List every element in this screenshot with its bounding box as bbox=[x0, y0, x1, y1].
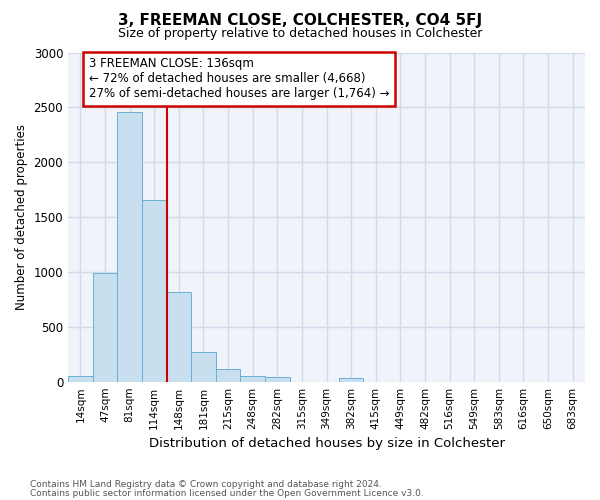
Bar bbox=[191, 352, 216, 382]
Bar bbox=[117, 112, 142, 382]
X-axis label: Distribution of detached houses by size in Colchester: Distribution of detached houses by size … bbox=[149, 437, 505, 450]
Bar bbox=[265, 376, 290, 382]
Bar bbox=[216, 368, 241, 382]
Bar bbox=[142, 200, 167, 382]
Bar bbox=[92, 273, 117, 382]
Text: 3 FREEMAN CLOSE: 136sqm
← 72% of detached houses are smaller (4,668)
27% of semi: 3 FREEMAN CLOSE: 136sqm ← 72% of detache… bbox=[89, 58, 389, 100]
Bar bbox=[68, 376, 92, 382]
Bar bbox=[339, 378, 364, 382]
Y-axis label: Number of detached properties: Number of detached properties bbox=[15, 124, 28, 310]
Text: Size of property relative to detached houses in Colchester: Size of property relative to detached ho… bbox=[118, 28, 482, 40]
Bar bbox=[167, 292, 191, 382]
Bar bbox=[241, 376, 265, 382]
Text: Contains HM Land Registry data © Crown copyright and database right 2024.: Contains HM Land Registry data © Crown c… bbox=[30, 480, 382, 489]
Text: 3, FREEMAN CLOSE, COLCHESTER, CO4 5FJ: 3, FREEMAN CLOSE, COLCHESTER, CO4 5FJ bbox=[118, 12, 482, 28]
Text: Contains public sector information licensed under the Open Government Licence v3: Contains public sector information licen… bbox=[30, 489, 424, 498]
